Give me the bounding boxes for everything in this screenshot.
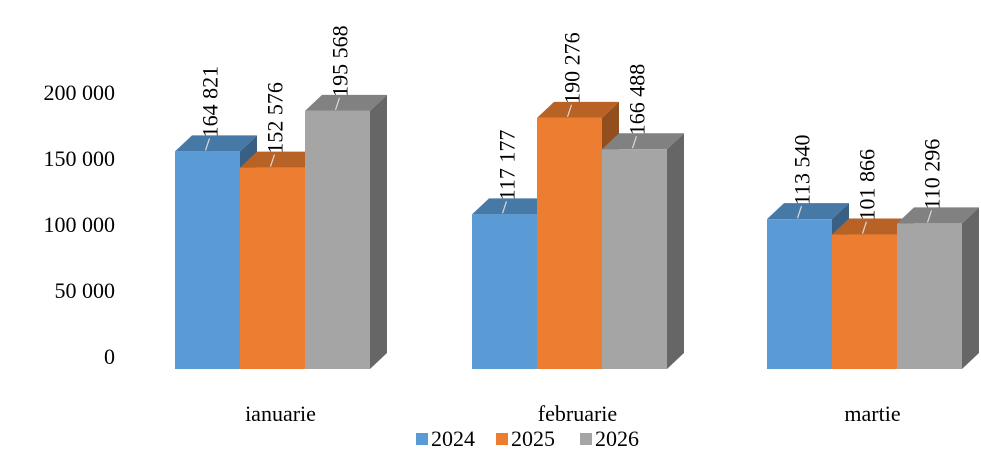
bar-top-face bbox=[537, 101, 619, 118]
legend-label: 2024 bbox=[431, 426, 475, 450]
bar-side-face bbox=[962, 207, 979, 369]
data-label: 113 540 bbox=[790, 134, 815, 205]
data-label: 195 568 bbox=[328, 25, 353, 97]
x-axis: ianuarie februarie martie bbox=[245, 401, 901, 426]
data-label: 117 177 bbox=[495, 130, 520, 201]
bar-front-face bbox=[240, 167, 305, 369]
data-label-leader bbox=[501, 201, 508, 214]
y-tick-label: 100 000 bbox=[44, 212, 116, 237]
bar-top-face bbox=[602, 133, 684, 150]
category-label: ianuarie bbox=[245, 401, 316, 426]
legend-swatch bbox=[496, 433, 508, 445]
data-label: 166 488 bbox=[625, 64, 650, 136]
bar-top-face bbox=[175, 135, 257, 152]
data-label: 110 296 bbox=[920, 139, 945, 210]
legend-swatch bbox=[416, 433, 428, 445]
y-tick-label: 200 000 bbox=[44, 80, 116, 105]
data-label-leader bbox=[926, 210, 933, 223]
bar bbox=[897, 207, 979, 369]
data-label: 152 576 bbox=[263, 82, 288, 154]
bar-front-face bbox=[537, 117, 602, 369]
category-label: februarie bbox=[538, 401, 617, 426]
bar bbox=[602, 133, 684, 369]
legend: 2024 2025 2026 bbox=[416, 426, 639, 451]
bar-side-face bbox=[370, 94, 387, 369]
bar-front-face bbox=[175, 151, 240, 369]
data-label: 164 821 bbox=[198, 66, 223, 138]
y-tick-label: 50 000 bbox=[55, 278, 116, 303]
y-tick-label: 0 bbox=[104, 344, 115, 369]
data-label: 190 276 bbox=[560, 32, 585, 104]
bar-top-face bbox=[240, 151, 322, 168]
bar-front-face bbox=[897, 223, 962, 369]
bars-layer bbox=[175, 94, 979, 369]
data-label-leader bbox=[269, 154, 276, 167]
legend-item: 2024 bbox=[416, 426, 475, 451]
data-label-leader bbox=[204, 138, 211, 151]
bar-top-face bbox=[472, 198, 554, 215]
data-label-leader bbox=[861, 221, 868, 234]
bar-top-face bbox=[767, 203, 849, 220]
bar-top-face bbox=[305, 94, 387, 111]
bar-front-face bbox=[602, 149, 667, 369]
bar-front-face bbox=[832, 234, 897, 369]
data-labels-layer: 164 821 152 576 195 568 117 177 190 276 166 4… bbox=[198, 25, 945, 220]
legend-item: 2025 bbox=[496, 426, 555, 451]
y-axis: 0 50 000 100 000 150 000 200 000 bbox=[44, 80, 116, 369]
legend-label: 2026 bbox=[595, 426, 639, 450]
bar bbox=[305, 94, 387, 369]
bar bbox=[832, 218, 914, 369]
data-label-leader bbox=[566, 104, 573, 118]
data-label-leader bbox=[796, 205, 803, 219]
data-label-leader bbox=[334, 97, 341, 111]
data-label: 101 866 bbox=[855, 149, 880, 221]
legend-item: 2026 bbox=[580, 426, 639, 451]
category-label: martie bbox=[844, 401, 900, 426]
bar-front-face bbox=[305, 110, 370, 369]
legend-label: 2025 bbox=[511, 426, 555, 450]
legend-swatch bbox=[580, 433, 592, 445]
bar-top-face bbox=[897, 207, 979, 224]
bar-top-face bbox=[832, 218, 914, 235]
data-label-leader bbox=[631, 136, 638, 149]
bar-side-face bbox=[667, 133, 684, 369]
bar-front-face bbox=[767, 219, 832, 369]
bar-front-face bbox=[472, 214, 537, 369]
y-tick-label: 150 000 bbox=[44, 146, 116, 171]
